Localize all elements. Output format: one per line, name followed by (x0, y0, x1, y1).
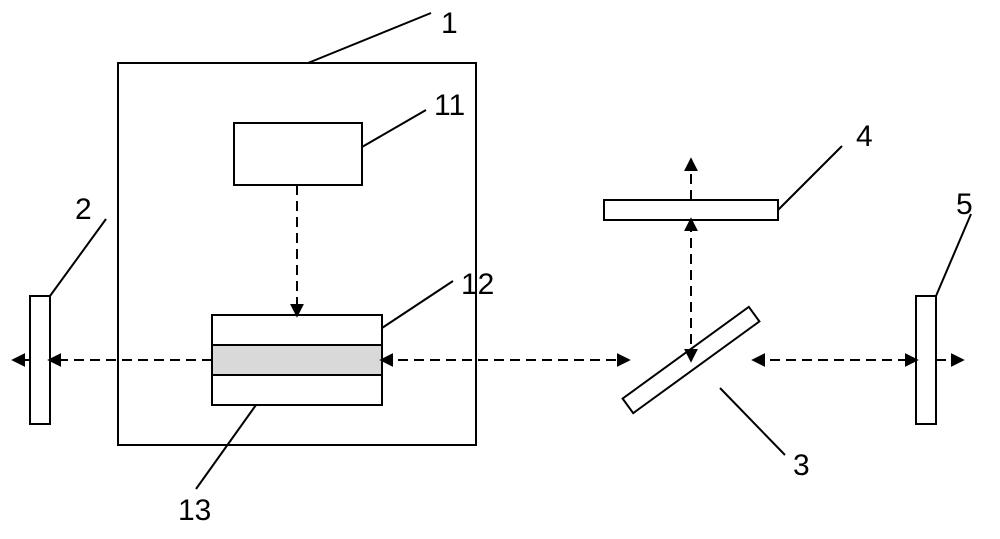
layer-mid (212, 345, 382, 375)
plate-4 (604, 200, 778, 220)
label-5: 5 (956, 188, 973, 221)
leader-2 (50, 219, 106, 296)
layer-top (212, 315, 382, 345)
leader-5 (936, 214, 971, 296)
mirror-left (30, 296, 50, 424)
mirror-right (916, 296, 936, 424)
label-11: 11 (434, 89, 465, 122)
label-1: 1 (441, 7, 458, 40)
leader-1 (308, 13, 431, 63)
leader-4 (778, 146, 842, 210)
label-3: 3 (793, 449, 810, 482)
label-12: 12 (461, 268, 494, 301)
layer-bot (212, 375, 382, 405)
label-13: 13 (178, 494, 211, 527)
label-4: 4 (856, 120, 873, 153)
pump-box (234, 123, 362, 185)
leader-3 (720, 388, 785, 455)
label-2: 2 (75, 193, 92, 226)
